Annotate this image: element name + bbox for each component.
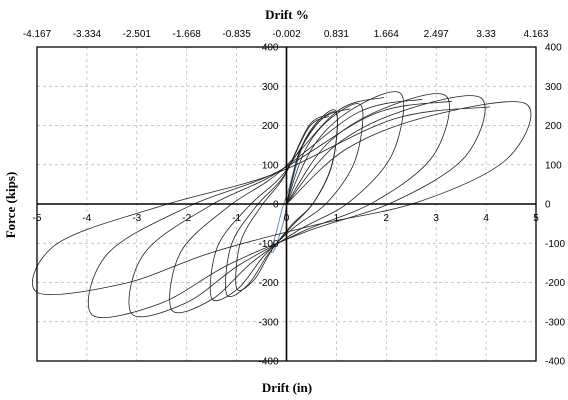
x-tick-label: -1 — [232, 213, 241, 224]
y-tick-label: -200 — [258, 278, 278, 289]
x2-tick-label: -4.167 — [23, 29, 52, 40]
x-tick-label: 5 — [533, 213, 539, 224]
x-tick-label: -2 — [182, 213, 191, 224]
y-tick-label: 100 — [262, 160, 279, 171]
y2-tick-label: 400 — [545, 43, 562, 54]
y-tick-label: -100 — [258, 239, 278, 250]
x-tick-label: -3 — [132, 213, 141, 224]
hysteresis-curves — [32, 91, 532, 319]
x2-tick-label: 1.664 — [374, 29, 399, 40]
x2-tick-label: 3.33 — [476, 29, 496, 40]
x2-tick-label: -0.002 — [272, 29, 301, 40]
x-tick-label: 4 — [483, 213, 489, 224]
x-tick-label: 0 — [284, 213, 290, 224]
hysteresis-loop — [128, 93, 450, 318]
x2-tick-label: -1.668 — [173, 29, 202, 40]
y-tick-label: 300 — [262, 82, 279, 93]
y2-tick-label: 100 — [545, 160, 562, 171]
hysteresis-loop — [225, 109, 338, 298]
x-tick-label: -4 — [82, 213, 91, 224]
y2-tick-label: -400 — [545, 357, 565, 368]
hysteresis-loop — [32, 101, 532, 295]
y2-tick-label: 300 — [545, 82, 562, 93]
x-tick-label: 2 — [384, 213, 390, 224]
y2-tick-label: -300 — [545, 317, 565, 328]
y2-tick-label: -100 — [545, 239, 565, 250]
bottom-axis-title: Drift (in) — [262, 380, 312, 395]
x2-tick-label: 0.831 — [324, 29, 349, 40]
left-axis-title: Force (kips) — [3, 172, 18, 239]
x2-tick-label: 2.497 — [424, 29, 449, 40]
hysteresis-loop — [88, 95, 486, 319]
x2-tick-label: -0.835 — [222, 29, 251, 40]
y2-tick-label: 200 — [545, 121, 562, 132]
y2-tick-label: -200 — [545, 278, 565, 289]
y-tick-label: -400 — [258, 357, 278, 368]
y2-tick-label: 0 — [545, 200, 551, 211]
y-tick-label: 400 — [262, 43, 279, 54]
hysteresis-loop — [209, 103, 364, 302]
top-axis-title: Drift % — [265, 7, 309, 22]
x2-tick-label: 4.163 — [523, 29, 548, 40]
x2-tick-label: -3.334 — [73, 29, 102, 40]
hysteresis-loop — [169, 91, 404, 314]
y-tick-label: 200 — [262, 121, 279, 132]
x-tick-label: -5 — [33, 213, 42, 224]
tick-labels: -5 -4 -3 -2 -1 0 1 2 3 4 5 -4.167 -3.334 -2.501 -1.668… — [23, 29, 566, 368]
y-tick-label: 0 — [273, 200, 279, 211]
y-tick-label: -300 — [258, 317, 278, 328]
x-tick-label: 1 — [334, 213, 340, 224]
axes — [36, 46, 537, 362]
x-tick-label: 3 — [433, 213, 439, 224]
early-cycle-curve — [271, 148, 302, 254]
x2-tick-label: -2.501 — [123, 29, 152, 40]
